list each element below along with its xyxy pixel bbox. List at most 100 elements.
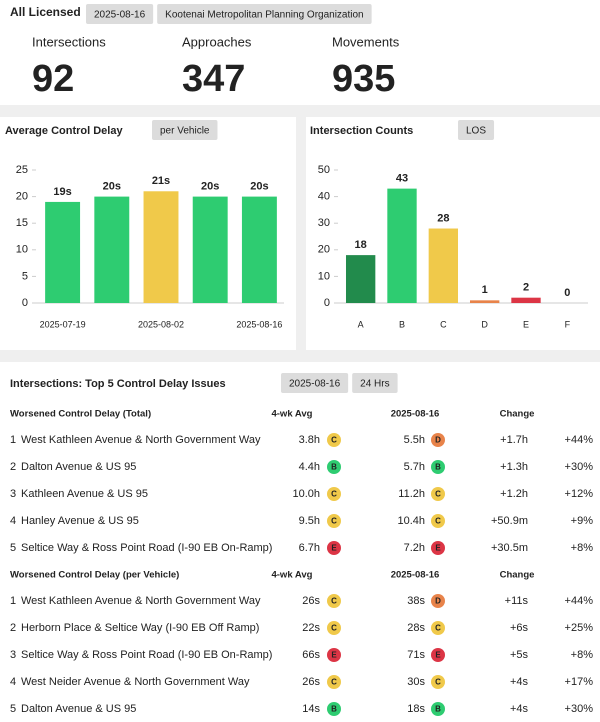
delay-value: 5.5h [404, 434, 425, 446]
los-badge [431, 433, 445, 447]
delay-value: 5.7h [404, 461, 425, 473]
los-badge [431, 460, 445, 474]
stat-label: Approaches [182, 34, 252, 49]
column-header: 2025-08-16 [391, 409, 440, 420]
y-tick-label: 25 [16, 164, 28, 176]
delay-value: 6.7h [299, 542, 320, 554]
change-percent: +30% [565, 703, 594, 715]
delay-value: 7.2h [404, 542, 425, 554]
intersection-name: Dalton Avenue & US 95 [21, 461, 136, 473]
rank: 2 [10, 622, 16, 634]
change-percent: +44% [565, 595, 594, 607]
los-letter: C [331, 678, 337, 687]
change-percent: +17% [565, 676, 594, 688]
rank: 5 [10, 703, 16, 715]
delay-value: 4.4h [299, 461, 320, 473]
data-label: 20s [250, 181, 268, 193]
delay-value: 71s [407, 649, 425, 661]
delay-value: 18s [407, 703, 425, 715]
badge [152, 120, 218, 140]
bar [469, 300, 500, 303]
delay-value: 9.5h [299, 515, 320, 527]
badge-text: 2025-08-16 [289, 379, 341, 390]
x-tick-label: F [565, 319, 571, 329]
los-letter: C [435, 490, 441, 499]
bar [241, 196, 277, 303]
los-letter: D [435, 436, 441, 445]
change-percent: +9% [571, 515, 594, 527]
change-percent: +8% [571, 542, 594, 554]
los-letter: C [331, 436, 337, 445]
rank: 4 [10, 676, 16, 688]
change-percent: +30% [565, 461, 594, 473]
intersection-name: West Neider Avenue & North Government Wa… [21, 676, 250, 688]
change-value: +1.3h [500, 461, 528, 473]
change-value: +1.7h [500, 434, 528, 446]
y-tick-label: 50 [318, 164, 330, 176]
chart-title: Average Control Delay [5, 125, 123, 137]
x-tick-label: B [399, 319, 405, 329]
intersection-name: Dalton Avenue & US 95 [21, 703, 136, 715]
bar [428, 228, 459, 303]
los-badge [327, 648, 341, 662]
los-badge [431, 514, 445, 528]
change-percent: +44% [565, 434, 594, 446]
data-label: 0 [564, 287, 570, 299]
y-tick-label: 20 [318, 244, 330, 256]
data-label: 28 [437, 212, 449, 224]
los-badge [431, 487, 445, 501]
los-letter: C [435, 517, 441, 526]
change-percent: +25% [565, 622, 594, 634]
los-letter: C [435, 624, 441, 633]
change-percent: +8% [571, 649, 594, 661]
stat-value: 92 [32, 58, 74, 100]
los-badge [327, 675, 341, 689]
column-header: Change [500, 570, 535, 581]
change-percent: +12% [565, 488, 594, 500]
los-badge [431, 594, 445, 608]
delay-value: 26s [302, 676, 320, 688]
delay-value: 26s [302, 595, 320, 607]
bar [192, 196, 228, 303]
rank: 4 [10, 515, 16, 527]
badge [281, 373, 349, 393]
delay-value: 10.0h [292, 488, 320, 500]
data-label: 20s [201, 181, 219, 193]
los-letter: B [435, 463, 441, 472]
y-tick-label: 20 [16, 191, 28, 203]
los-letter: B [331, 463, 337, 472]
los-badge [327, 487, 341, 501]
change-value: +30.5m [491, 542, 528, 554]
change-value: +6s [510, 622, 529, 634]
change-value: +1.2h [500, 488, 528, 500]
rank: 2 [10, 461, 16, 473]
x-tick-label: 2025-08-02 [138, 319, 184, 329]
los-letter: E [331, 651, 337, 660]
los-letter: E [435, 651, 441, 660]
los-letter: C [331, 517, 337, 526]
x-tick-label: 2025-07-19 [40, 319, 86, 329]
x-tick-label: E [523, 319, 529, 329]
badge-text: Kootenai Metropolitan Planning Organizat… [165, 10, 363, 21]
data-label: 21s [152, 175, 170, 187]
y-tick-label: 10 [318, 270, 330, 282]
bar [345, 255, 376, 303]
column-header: 2025-08-16 [391, 570, 440, 581]
los-badge [327, 460, 341, 474]
data-label: 18 [355, 239, 367, 251]
los-badge [327, 514, 341, 528]
los-badge [327, 702, 341, 716]
los-badge [431, 621, 445, 635]
bar [45, 201, 81, 303]
los-badge [327, 594, 341, 608]
los-letter: B [435, 705, 441, 714]
x-tick-label: C [440, 319, 447, 329]
change-value: +11s [505, 595, 529, 607]
delay-value: 66s [302, 649, 320, 661]
los-badge [431, 648, 445, 662]
bar [143, 191, 179, 303]
y-tick-label: 0 [22, 297, 28, 309]
delay-value: 11.2h [398, 488, 425, 500]
column-header: 4-wk Avg [271, 570, 312, 581]
